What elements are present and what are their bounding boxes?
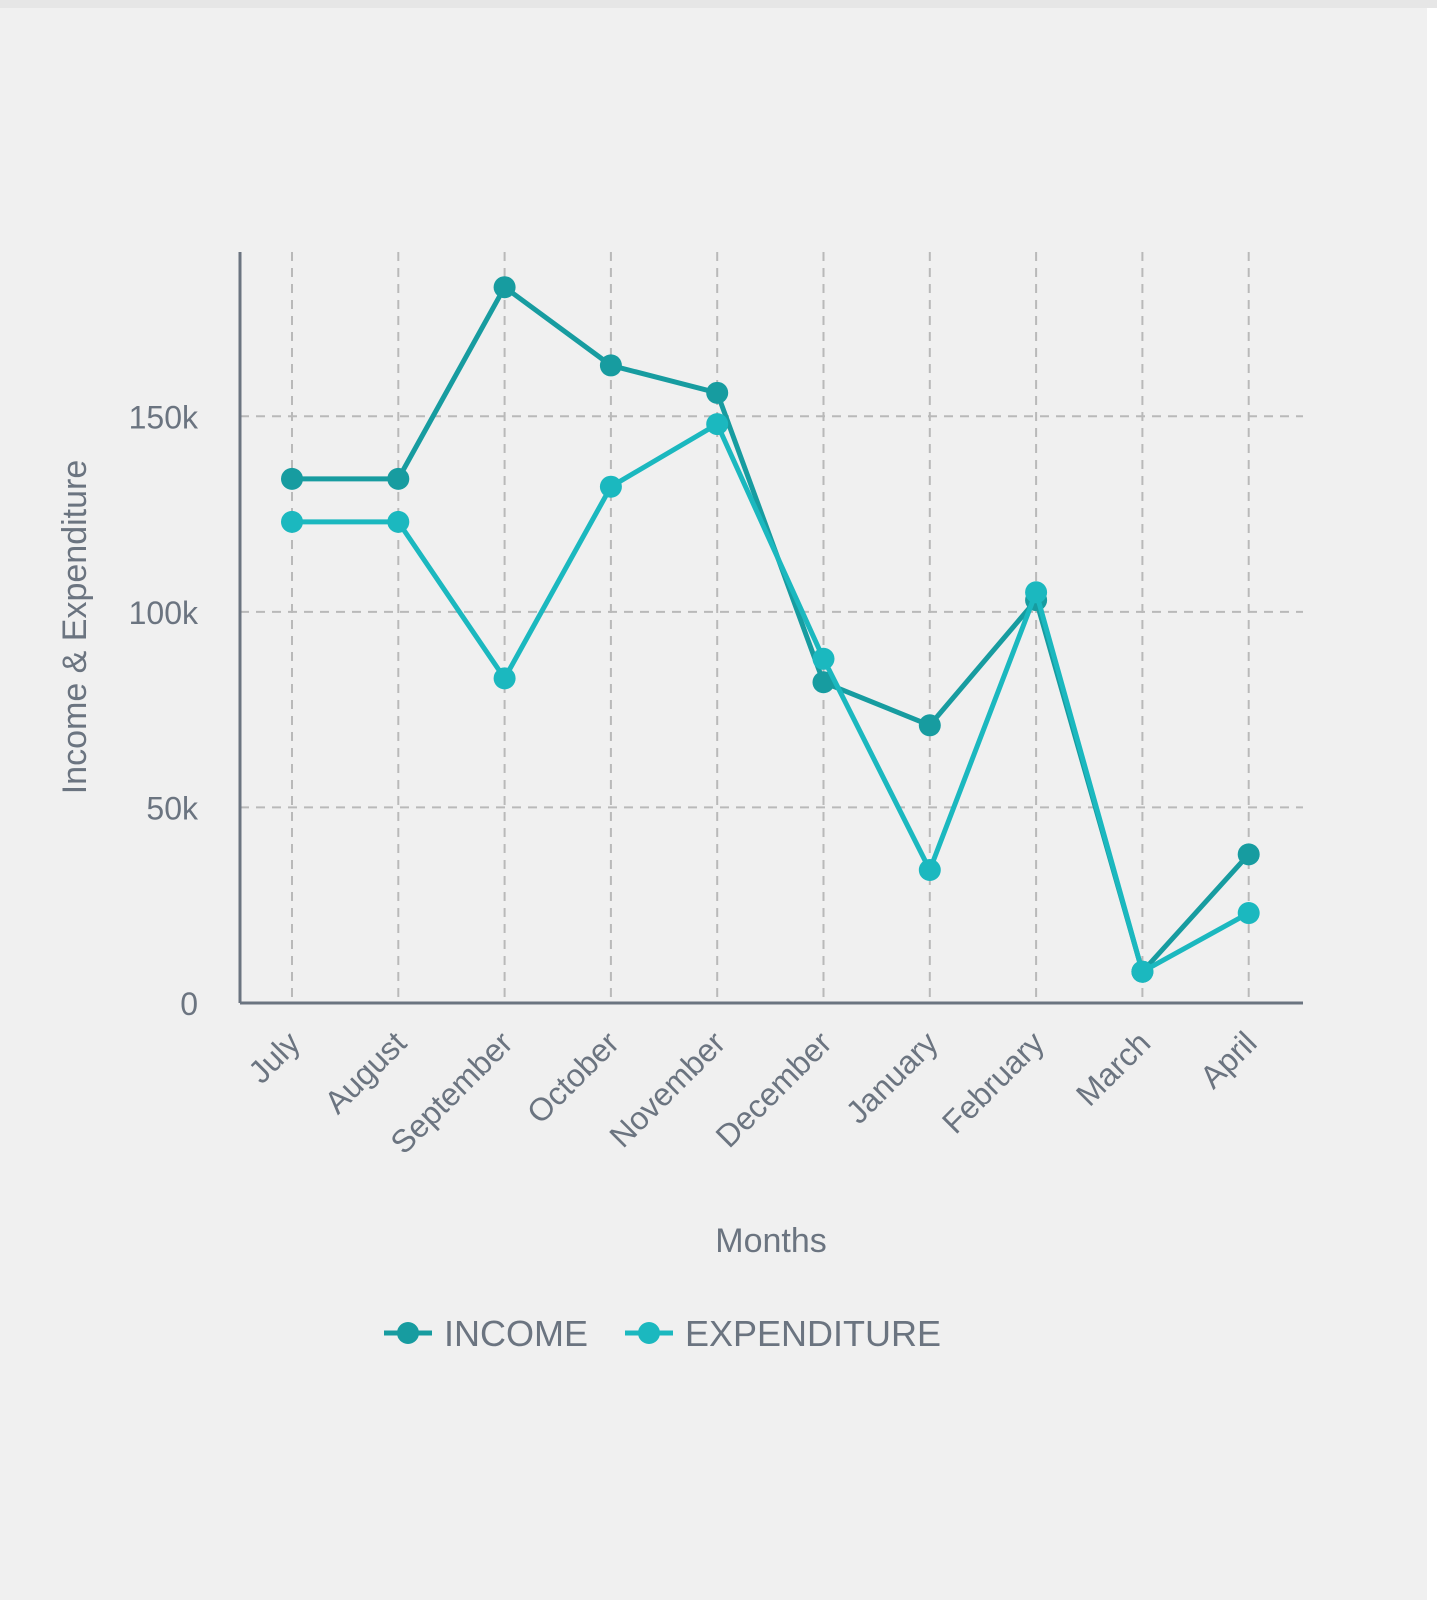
y-tick-label: 50k — [146, 790, 199, 826]
x-tick-label-february: February — [935, 1024, 1051, 1140]
y-tick-label: 0 — [180, 986, 198, 1022]
data-point-income-december — [812, 671, 835, 694]
top-border — [0, 0, 1437, 8]
data-point-expenditure-january — [918, 859, 941, 882]
x-tick-label-november: November — [602, 1024, 732, 1154]
x-tick-label-april: April — [1193, 1024, 1264, 1095]
data-point-expenditure-december — [812, 647, 835, 670]
series-income — [281, 276, 1260, 983]
legend-marker-icon — [638, 1322, 660, 1344]
data-point-expenditure-july — [281, 510, 303, 533]
chart-panel — [0, 8, 1427, 1600]
data-point-income-september — [493, 276, 516, 299]
series-line-expenditure — [289, 421, 1252, 975]
x-axis-title: Months — [715, 1222, 827, 1260]
data-point-expenditure-september — [493, 667, 516, 690]
data-point-expenditure-october — [599, 475, 622, 498]
data-point-income-august — [387, 467, 410, 490]
legend-label: INCOME — [444, 1313, 588, 1354]
data-point-expenditure-february — [1025, 581, 1048, 604]
data-point-expenditure-august — [387, 510, 410, 533]
data-point-expenditure-april — [1237, 902, 1260, 925]
x-tick-label-july: July — [241, 1024, 307, 1090]
data-point-income-january — [918, 714, 941, 737]
x-tick-label-october: October — [520, 1024, 626, 1130]
data-point-income-november — [706, 381, 729, 404]
y-tick-label: 100k — [129, 595, 199, 631]
legend-item-income: INCOME — [384, 1313, 588, 1354]
data-point-expenditure-november — [706, 413, 729, 436]
legend: INCOME EXPENDITURE — [384, 1313, 941, 1354]
legend-marker-icon — [397, 1322, 419, 1344]
series-expenditure — [281, 413, 1260, 983]
vertical-gridlines — [291, 252, 1250, 1003]
legend-label: EXPENDITURE — [685, 1313, 941, 1354]
x-tick-label-january: January — [839, 1024, 945, 1130]
horizontal-gridlines — [240, 415, 1303, 809]
data-point-income-april — [1237, 843, 1260, 866]
legend-item-expenditure: EXPENDITURE — [625, 1313, 941, 1354]
series-line-income — [289, 284, 1252, 975]
data-point-income-july — [281, 467, 303, 490]
data-point-expenditure-march — [1131, 960, 1154, 983]
x-tick-label-march: March — [1069, 1024, 1157, 1112]
data-point-income-october — [599, 354, 622, 377]
y-axis-title: Income & Expenditure — [56, 460, 94, 795]
x-tick-label-december: December — [709, 1024, 839, 1154]
series-layer — [281, 276, 1260, 983]
y-tick-labels: 0 50k 100k 150k — [129, 399, 199, 1022]
x-tick-label-august: August — [317, 1024, 413, 1120]
y-tick-label: 150k — [129, 399, 199, 435]
